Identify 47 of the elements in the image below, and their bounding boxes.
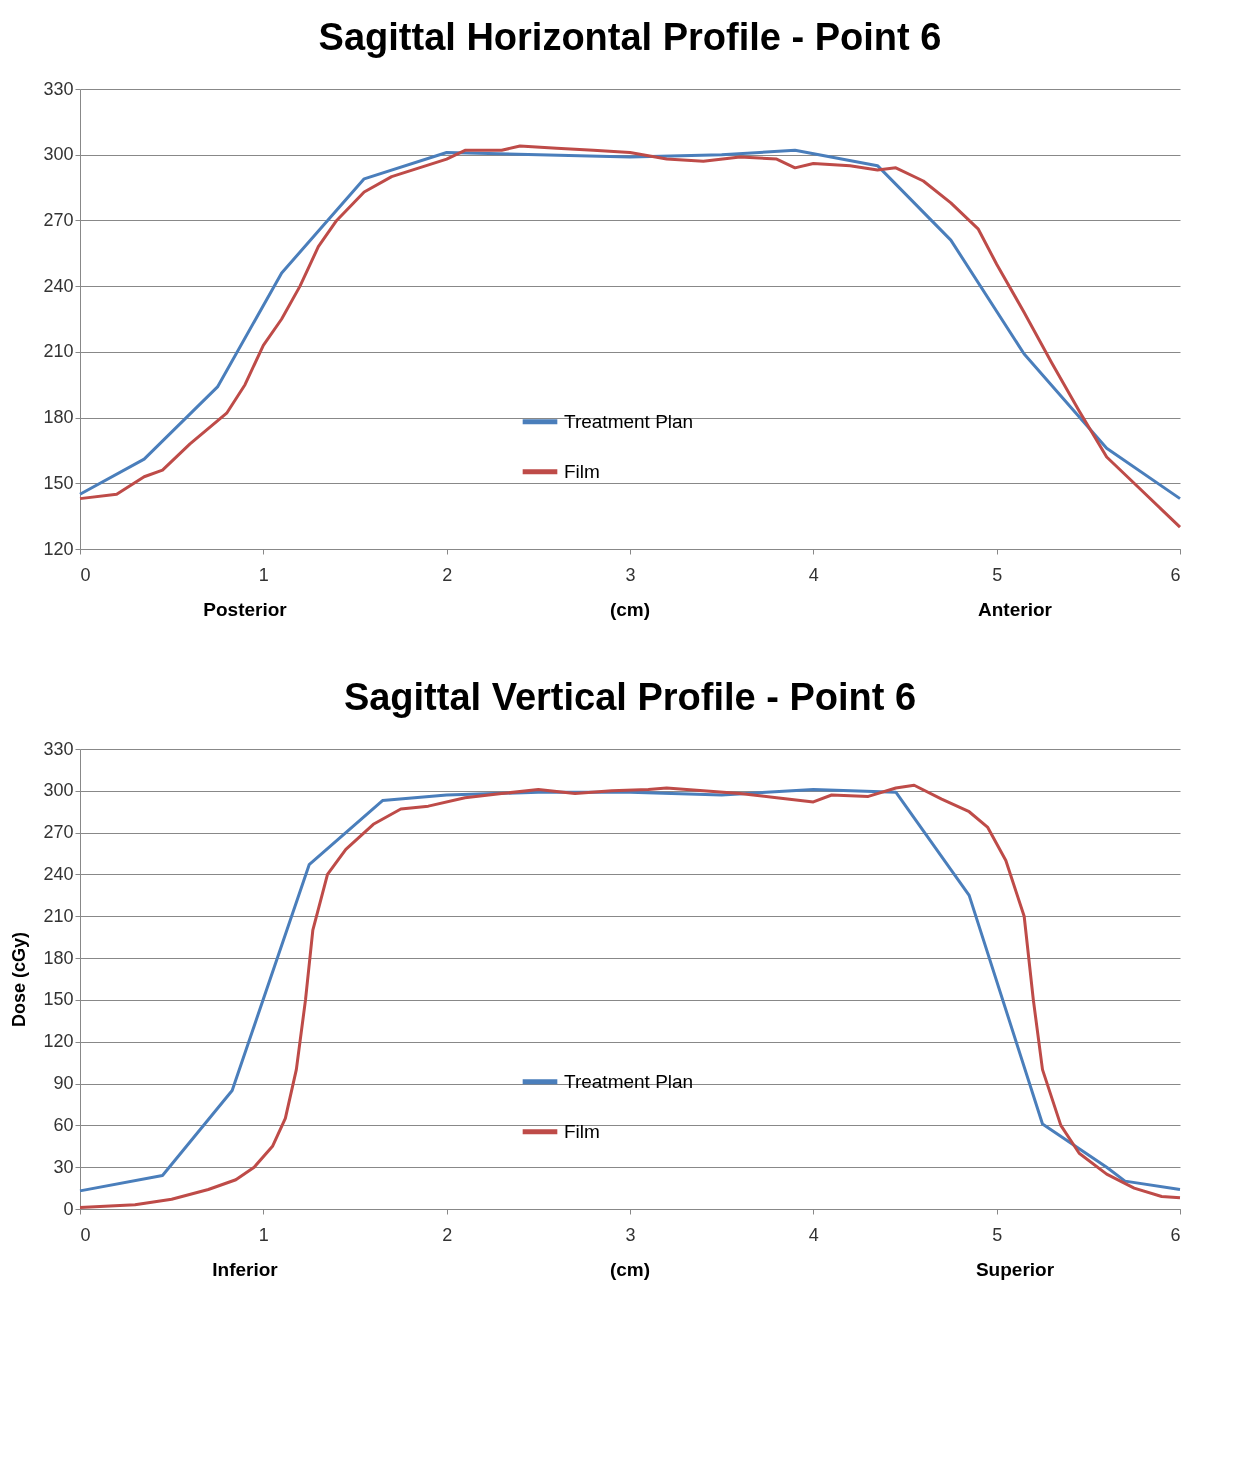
y-tick-label: 150	[43, 989, 74, 1010]
legend-label: Film	[564, 460, 600, 482]
y-tick-label: 90	[53, 1073, 74, 1094]
y-tick-label: 330	[43, 738, 74, 759]
x-tick-label: 4	[808, 1224, 819, 1245]
y-axis-title: Dose (cGy)	[9, 931, 30, 1028]
x-tick-label: 3	[625, 1224, 636, 1245]
x-tick-label: 2	[442, 564, 453, 585]
y-tick-label: 300	[43, 780, 74, 801]
x-tick-label: 6	[1170, 1224, 1181, 1245]
x-tick-label: 0	[80, 564, 91, 585]
text: Posterior	[203, 599, 288, 620]
y-tick-label: 30	[53, 1156, 74, 1177]
y-tick-label: 300	[43, 144, 74, 165]
x-tick-label: 1	[258, 1224, 269, 1245]
legend-label: Treatment Plan	[564, 410, 694, 432]
chart-title: Sagittal Vertical Profile - Point 6	[343, 676, 917, 718]
y-tick-label: 120	[43, 1031, 74, 1052]
x-tick-label: 0	[80, 1224, 91, 1245]
y-tick-label: 330	[43, 78, 74, 99]
y-tick-label: 0	[63, 1198, 74, 1219]
y-tick-label: 120	[43, 538, 74, 559]
x-tick-label: 2	[442, 1224, 453, 1245]
x-axis-title: (cm)	[609, 599, 651, 620]
legend-label: Film	[564, 1120, 600, 1142]
legend-label: Treatment Plan	[564, 1070, 694, 1092]
y-tick-label: 270	[43, 209, 74, 230]
y-tick-label: 180	[43, 407, 74, 428]
x-tick-label: 6	[1170, 564, 1181, 585]
y-tick-label: 150	[43, 472, 74, 493]
y-tick-label: 270	[43, 822, 74, 843]
y-tick-label: 60	[53, 1114, 74, 1135]
text: Anterior	[978, 599, 1053, 620]
text: Inferior	[212, 1259, 279, 1280]
x-tick-label: 5	[992, 564, 1003, 585]
y-tick-label: 180	[43, 947, 74, 968]
chart-title: Sagittal Horizontal Profile - Point 6	[318, 16, 942, 58]
y-tick-label: 210	[43, 341, 74, 362]
y-tick-label: 240	[43, 863, 74, 884]
x-axis-title: (cm)	[609, 1259, 651, 1280]
y-tick-label: 240	[43, 275, 74, 296]
x-tick-label: 1	[258, 564, 269, 585]
x-tick-label: 3	[625, 564, 636, 585]
text: Superior	[975, 1259, 1055, 1280]
y-tick-label: 210	[43, 905, 74, 926]
x-tick-label: 4	[808, 564, 819, 585]
x-tick-label: 5	[992, 1224, 1003, 1245]
